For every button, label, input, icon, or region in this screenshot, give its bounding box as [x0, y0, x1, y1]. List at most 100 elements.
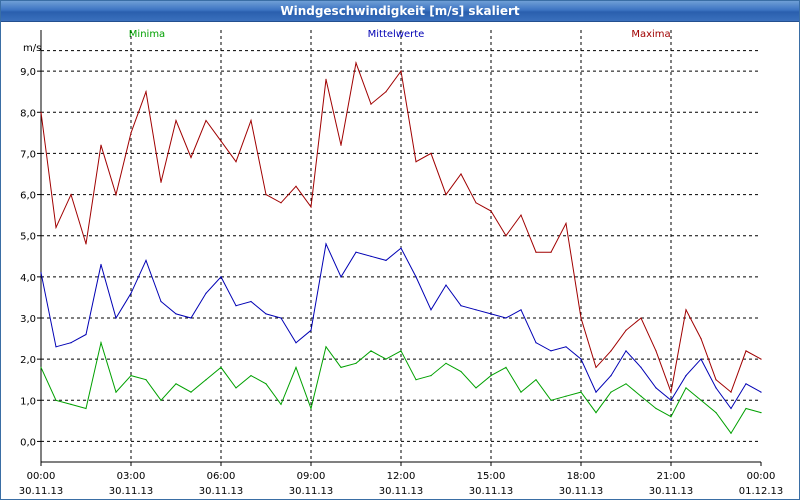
data-point	[295, 185, 297, 187]
data-point	[685, 375, 687, 377]
data-point	[115, 391, 117, 393]
data-point	[40, 366, 42, 368]
data-point	[355, 62, 357, 64]
data-point	[640, 366, 642, 368]
data-point	[520, 214, 522, 216]
data-point	[730, 391, 732, 393]
legend-minima: Minima	[129, 29, 165, 40]
data-point	[760, 358, 762, 360]
data-point	[220, 366, 222, 368]
data-point	[220, 140, 222, 142]
data-point	[85, 333, 87, 336]
data-point	[490, 210, 492, 212]
data-point	[145, 379, 147, 381]
data-point	[610, 375, 612, 377]
data-point	[340, 144, 342, 146]
legend-maxima: Maxima	[631, 29, 670, 40]
data-point	[325, 243, 327, 245]
y-tick-label: 5,0	[20, 232, 36, 243]
data-point	[400, 70, 402, 72]
data-point	[595, 366, 597, 368]
data-point	[235, 161, 237, 163]
data-point	[715, 379, 717, 381]
x-axis-ticks: 00:00 30.11.13 03:00 30.11.13 06:00 30.11.13 0…	[19, 471, 784, 497]
x-tick-date: 01.12.13	[739, 486, 784, 497]
data-point	[445, 362, 447, 364]
y-tick-label: 3,0	[20, 314, 36, 325]
data-point	[235, 387, 237, 389]
data-point	[310, 329, 312, 331]
data-point	[175, 313, 177, 315]
data-point	[145, 259, 147, 261]
data-point	[160, 300, 162, 303]
data-point	[55, 399, 57, 401]
x-tick-time: 12:00	[387, 471, 416, 482]
data-point	[55, 226, 57, 229]
data-point	[685, 309, 687, 311]
data-point	[325, 78, 327, 80]
data-point	[160, 399, 162, 401]
data-point	[580, 317, 582, 319]
x-tick-date: 30.11.13	[109, 486, 154, 497]
x-tick-date: 30.11.13	[289, 486, 334, 497]
data-point	[715, 387, 717, 389]
legend: Minima Mittelwerte Maxima	[129, 29, 671, 40]
data-point	[265, 313, 267, 315]
window-title: Windgeschwindigkeit [m/s] skaliert	[1, 1, 799, 22]
data-point	[745, 407, 747, 410]
data-point	[745, 350, 747, 352]
series-points-maxima	[40, 62, 762, 393]
data-point	[610, 350, 612, 352]
data-point	[310, 407, 312, 410]
data-point	[610, 391, 612, 393]
data-point	[670, 391, 672, 393]
data-point	[85, 407, 87, 410]
data-point	[670, 399, 672, 401]
x-tick-time: 09:00	[297, 471, 326, 482]
y-axis-unit-label: m/s	[23, 43, 41, 54]
data-point	[715, 412, 717, 414]
data-point	[700, 358, 702, 360]
data-point	[370, 255, 372, 257]
data-point	[580, 358, 582, 360]
data-point	[220, 276, 222, 278]
data-point	[175, 383, 177, 385]
data-point	[100, 144, 102, 146]
y-tick-label: 1,0	[20, 396, 36, 407]
data-point	[730, 407, 732, 410]
x-tick-date: 30.11.13	[19, 486, 64, 497]
data-point	[505, 317, 507, 319]
data-point	[535, 251, 537, 253]
data-point	[130, 132, 132, 134]
data-point	[415, 276, 417, 278]
data-point	[250, 119, 252, 122]
data-point	[310, 206, 312, 208]
y-tick-label: 0,0	[20, 437, 36, 448]
data-point	[550, 350, 552, 352]
data-point	[760, 391, 762, 393]
data-point	[70, 194, 72, 196]
y-tick-label: 2,0	[20, 355, 36, 366]
data-point	[730, 432, 732, 434]
data-point	[190, 317, 192, 319]
data-point	[175, 119, 177, 122]
data-point	[430, 375, 432, 377]
x-tick-date: 30.11.13	[199, 486, 244, 497]
data-point	[460, 305, 462, 307]
data-point	[535, 379, 537, 381]
data-point	[340, 366, 342, 368]
legend-mittelwerte: Mittelwerte	[368, 29, 425, 40]
data-point	[550, 251, 552, 253]
y-tick-label: 8,0	[20, 108, 36, 119]
x-tick-date: 30.11.13	[379, 486, 424, 497]
x-tick-time: 03:00	[117, 471, 146, 482]
data-point	[115, 194, 117, 196]
data-point	[445, 284, 447, 286]
data-point	[145, 91, 147, 93]
data-point	[400, 350, 402, 352]
data-point	[115, 317, 117, 319]
data-point	[130, 375, 132, 377]
data-point	[355, 362, 357, 364]
data-point	[475, 202, 477, 204]
